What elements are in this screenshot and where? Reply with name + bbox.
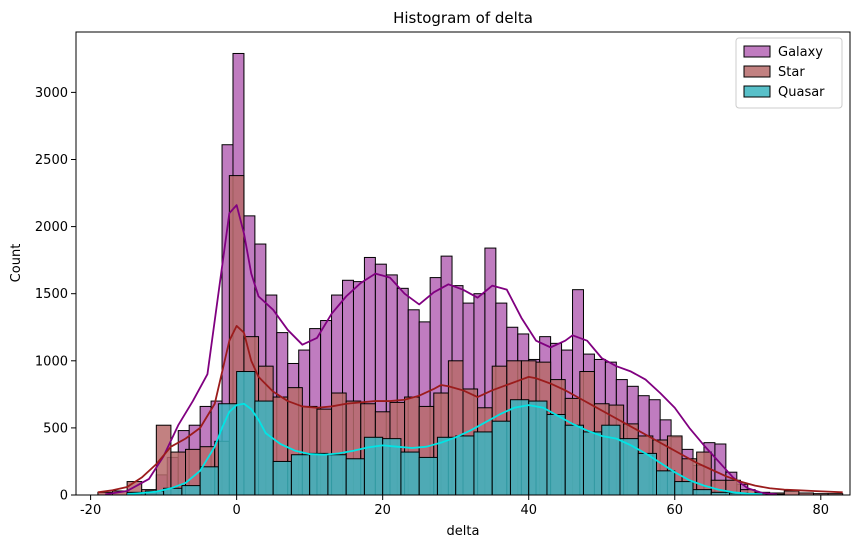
y-axis-label: Count: [9, 244, 24, 283]
star-bar: [783, 490, 800, 496]
legend-label-star: Star: [778, 65, 805, 80]
y-tick-label: 500: [43, 421, 68, 436]
legend-swatch-galaxy: [743, 45, 771, 58]
star-bar: [155, 424, 172, 496]
quasar-bar: [692, 489, 712, 496]
quasar-bar: [455, 435, 475, 496]
quasar-bar: [418, 456, 438, 496]
quasar-bar: [564, 424, 584, 496]
legend: Galaxy Star Quasar: [735, 37, 843, 109]
x-tick-label: 0: [233, 503, 241, 518]
x-axis-label: delta: [447, 524, 480, 539]
quasar-bar: [290, 454, 311, 496]
legend-swatch-quasar: [743, 85, 771, 98]
quasar-bar: [181, 485, 201, 496]
quasar-bar: [491, 420, 511, 496]
quasar-bar: [582, 431, 603, 496]
galaxy-kde-line: [105, 204, 778, 496]
y-tick-label: 3000: [35, 86, 68, 101]
y-tick-label: 2500: [35, 153, 68, 168]
x-tick-label: 60: [666, 503, 683, 518]
plot-frame: [75, 31, 851, 496]
quasar-bar: [309, 452, 329, 496]
quasar-bar: [199, 466, 219, 496]
quasar-bar: [236, 371, 256, 496]
quasar-bar: [546, 413, 566, 496]
quasar-bar: [254, 400, 274, 496]
star-kde-line: [97, 325, 843, 494]
quasar-bar: [272, 460, 292, 496]
y-tick-label: 0: [60, 489, 68, 504]
x-tick-label: 20: [374, 503, 391, 518]
quasar-bar: [674, 481, 694, 496]
quasar-bar: [327, 454, 347, 496]
x-tick-label: -20: [80, 503, 101, 518]
quasar-bar: [656, 470, 676, 496]
legend-swatch-star: [743, 65, 771, 78]
y-tick-label: 1500: [35, 287, 68, 302]
y-axis-ticks: 0 500 1000 1500 2000 2500 3000: [35, 86, 76, 504]
quasar-bar: [345, 458, 365, 496]
x-tick-label: 40: [520, 503, 537, 518]
x-axis-ticks: -20 0 20 40 60 80: [80, 495, 829, 518]
legend-label-galaxy: Galaxy: [778, 45, 823, 60]
y-tick-label: 1000: [35, 354, 68, 369]
quasar-bar: [400, 451, 420, 496]
quasar-bar: [509, 399, 530, 496]
chart-title: Histogram of delta: [393, 9, 533, 27]
legend-label-quasar: Quasar: [778, 85, 825, 100]
quasar-bar: [473, 431, 493, 496]
quasar-bar: [528, 400, 548, 496]
quasar-bar: [436, 436, 457, 496]
x-tick-label: 80: [813, 503, 830, 518]
quasar-kde-line: [127, 402, 763, 496]
y-tick-label: 2000: [35, 220, 68, 235]
star-bar: [696, 451, 712, 496]
kde-layer: [97, 204, 843, 496]
